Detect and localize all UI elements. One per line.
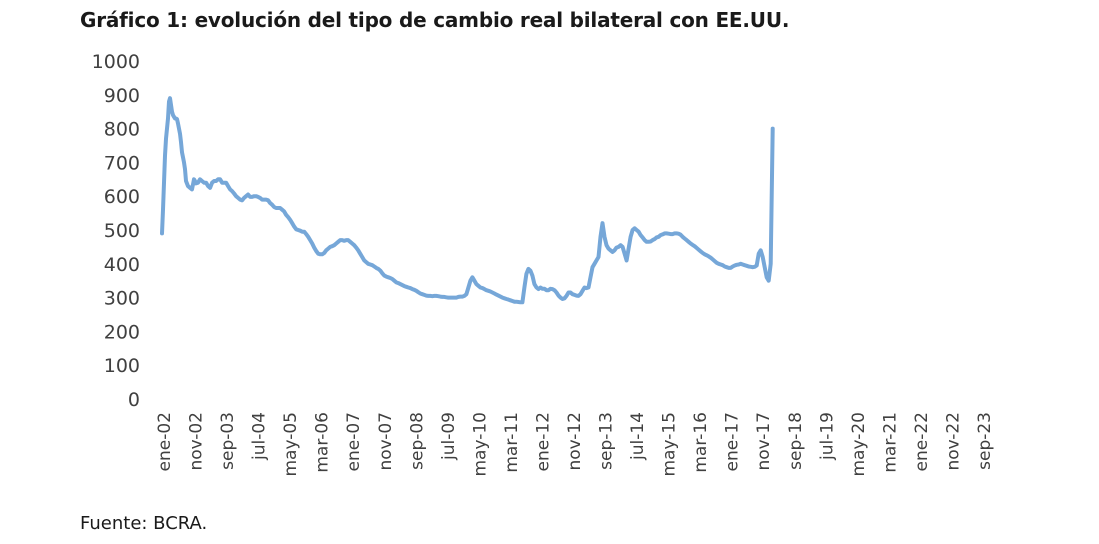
x-tick-label: mar-06 <box>313 412 333 473</box>
x-tick-label: jul-14 <box>628 412 648 461</box>
y-tick-label: 600 <box>104 186 140 208</box>
x-tick-label: nov-22 <box>943 412 963 471</box>
x-tick-label: sep-23 <box>975 412 995 470</box>
x-tick-label: ene-12 <box>533 412 553 471</box>
y-axis: 0 100 200 300 400 500 600 700 800 900 1000 <box>92 51 140 411</box>
x-tick-label: nov-02 <box>187 412 207 471</box>
y-tick-label: 100 <box>104 355 140 377</box>
x-tick-label: mar-11 <box>502 412 522 473</box>
x-tick-label: mar-16 <box>691 412 711 473</box>
x-tick-label: sep-03 <box>218 412 238 470</box>
y-tick-label: 500 <box>104 220 140 242</box>
x-tick-label: sep-13 <box>597 412 617 470</box>
chart-title: Gráfico 1: evolución del tipo de cambio … <box>80 8 790 32</box>
y-tick-label: 1000 <box>92 51 140 73</box>
y-tick-label: 700 <box>104 152 140 174</box>
y-tick-label: 200 <box>104 321 140 343</box>
x-tick-label: ene-02 <box>155 412 175 471</box>
y-tick-label: 800 <box>104 119 140 141</box>
x-tick-label: nov-12 <box>565 412 585 471</box>
x-tick-label: may-10 <box>470 412 490 477</box>
x-tick-label: sep-18 <box>786 412 806 470</box>
x-tick-label: nov-07 <box>376 412 396 471</box>
x-tick-label: sep-08 <box>407 412 427 470</box>
x-tick-label: ene-07 <box>344 412 364 471</box>
x-tick-label: nov-17 <box>754 412 774 471</box>
x-tick-label: ene-17 <box>723 412 743 471</box>
x-tick-label: may-15 <box>660 412 680 477</box>
x-tick-label: jul-19 <box>817 412 837 461</box>
x-tick-label: may-05 <box>281 412 301 477</box>
x-tick-label: jul-09 <box>439 412 459 461</box>
x-axis: ene-02 nov-02 sep-03 jul-04 may-05 mar-06 ene-… <box>155 412 995 477</box>
y-tick-label: 300 <box>104 288 140 310</box>
series-line <box>160 96 775 305</box>
y-tick-label: 0 <box>128 389 140 411</box>
x-tick-label: jul-04 <box>250 412 270 461</box>
x-tick-label: mar-21 <box>880 412 900 473</box>
x-tick-label: ene-22 <box>912 412 932 471</box>
x-tick-label: may-20 <box>849 412 869 477</box>
y-tick-label: 400 <box>104 254 140 276</box>
y-tick-label: 900 <box>104 85 140 107</box>
source-note: Fuente: BCRA. <box>80 513 208 534</box>
